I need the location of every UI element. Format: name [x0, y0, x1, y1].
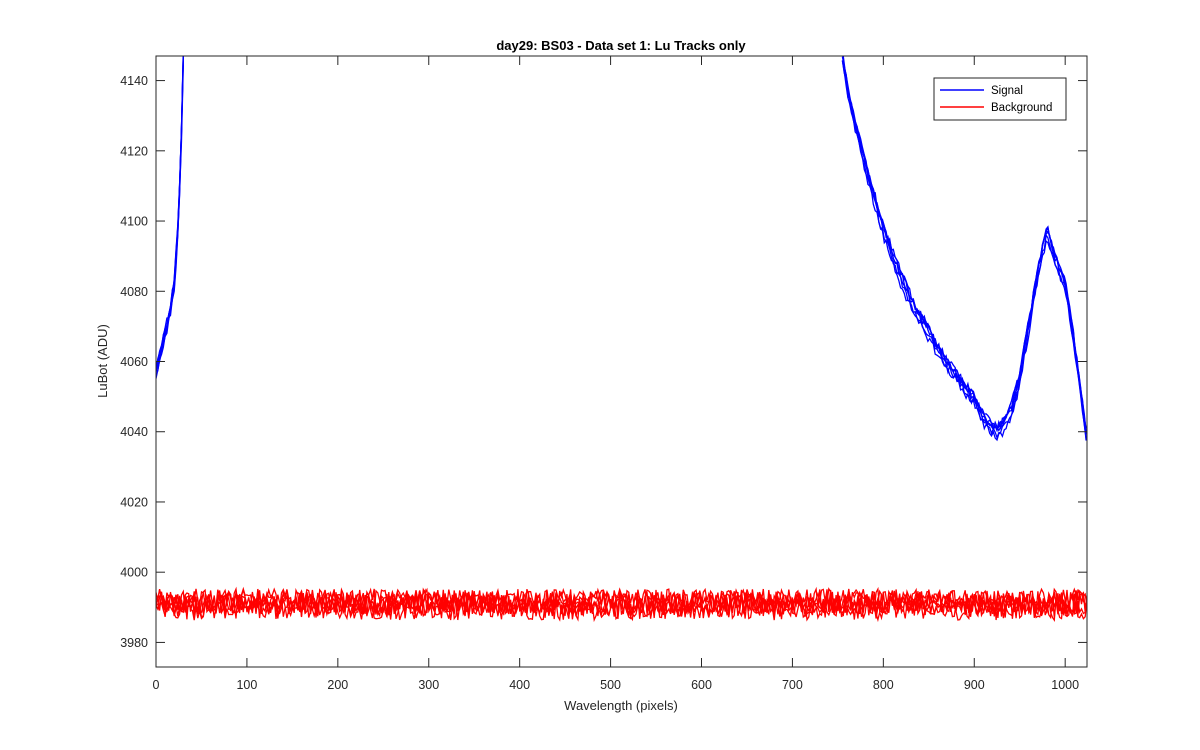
x-tick-label: 500 — [600, 678, 621, 692]
legend-box — [933, 77, 1067, 121]
signal-trace-6-part-2 — [842, 56, 1087, 431]
y-axis-label: LuBot (ADU) — [95, 324, 110, 398]
legend-label-signal: Signal — [991, 85, 1023, 97]
y-tick-label: 4120 — [120, 144, 148, 158]
legend-label-background: Background — [991, 102, 1052, 114]
y-tick-label: 4060 — [120, 355, 148, 369]
x-axis-label: Wavelength (pixels) — [564, 698, 678, 713]
signal-trace-5-part-2 — [841, 60, 1087, 441]
chart-title: day29: BS03 - Data set 1: Lu Tracks only — [496, 38, 746, 53]
y-tick-label: 4140 — [120, 74, 148, 88]
y-tick-label: 4040 — [120, 425, 148, 439]
background-trace-5-part-1 — [156, 586, 1087, 615]
x-tick-label: 800 — [873, 678, 894, 692]
x-tick-label: 200 — [327, 678, 348, 692]
y-tick-label: 3980 — [120, 636, 148, 650]
x-tick-label: 1000 — [1051, 678, 1079, 692]
x-tick-label: 700 — [782, 678, 803, 692]
plot-area — [156, 56, 1087, 623]
x-tick-label: 900 — [964, 678, 985, 692]
x-tick-label: 400 — [509, 678, 530, 692]
y-tick-label: 4000 — [120, 566, 148, 580]
y-tick-label: 4080 — [120, 285, 148, 299]
x-tick-label: 300 — [418, 678, 439, 692]
x-tick-label: 600 — [691, 678, 712, 692]
signal-trace-6-part-1 — [156, 56, 184, 372]
legend: Signal Background — [933, 77, 1067, 121]
y-tick-label: 4020 — [120, 495, 148, 509]
x-tick-label: 0 — [153, 678, 160, 692]
background-trace-6-part-1 — [156, 592, 1087, 621]
axis-ticks: 0 100 200 300 400 500 600 700 800 900 1000 3980 4000… — [120, 56, 1087, 692]
y-tick-label: 4100 — [120, 215, 148, 229]
x-tick-label: 100 — [236, 678, 257, 692]
